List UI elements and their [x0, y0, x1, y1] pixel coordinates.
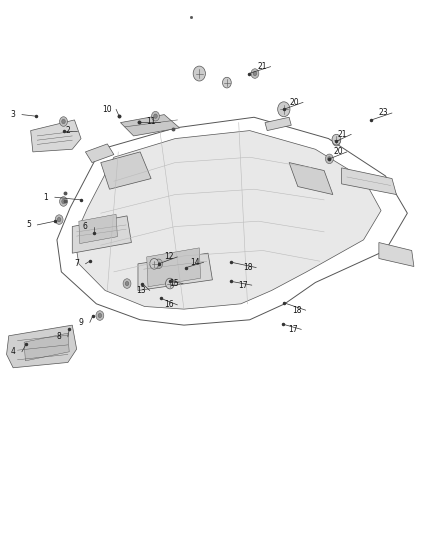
Polygon shape — [24, 333, 69, 361]
Text: 13: 13 — [136, 286, 146, 295]
Text: 17: 17 — [238, 281, 248, 289]
Text: 9: 9 — [78, 318, 84, 327]
Circle shape — [157, 262, 160, 266]
Circle shape — [96, 311, 104, 320]
Text: 8: 8 — [57, 333, 61, 341]
Polygon shape — [138, 253, 212, 290]
Polygon shape — [120, 115, 180, 136]
Circle shape — [123, 279, 131, 288]
Circle shape — [57, 217, 61, 222]
Circle shape — [125, 281, 129, 286]
Polygon shape — [147, 248, 201, 287]
Text: 18: 18 — [292, 306, 302, 314]
Circle shape — [154, 114, 157, 118]
Text: 21: 21 — [338, 130, 347, 139]
Text: 6: 6 — [83, 222, 88, 231]
Circle shape — [325, 154, 333, 164]
Circle shape — [55, 215, 63, 224]
Polygon shape — [85, 144, 114, 163]
Text: 5: 5 — [26, 221, 31, 229]
Polygon shape — [289, 163, 333, 195]
Circle shape — [155, 259, 162, 269]
Text: 14: 14 — [190, 258, 200, 266]
Circle shape — [253, 71, 257, 76]
Text: 20: 20 — [333, 148, 343, 156]
Circle shape — [62, 199, 65, 204]
Circle shape — [193, 66, 205, 81]
Polygon shape — [72, 216, 131, 253]
Text: 4: 4 — [11, 348, 16, 356]
Polygon shape — [79, 214, 117, 244]
Polygon shape — [74, 131, 381, 309]
Text: 17: 17 — [288, 325, 297, 334]
Text: 16: 16 — [164, 301, 173, 309]
Text: 21: 21 — [257, 62, 267, 71]
Text: 18: 18 — [243, 263, 252, 272]
Circle shape — [223, 77, 231, 88]
Circle shape — [278, 102, 290, 117]
Circle shape — [335, 139, 338, 143]
Text: 1: 1 — [44, 193, 48, 201]
Circle shape — [166, 278, 174, 289]
Circle shape — [332, 136, 340, 146]
Polygon shape — [31, 120, 81, 152]
Text: 20: 20 — [290, 98, 299, 107]
Polygon shape — [342, 168, 396, 195]
Circle shape — [328, 157, 331, 161]
Text: 23: 23 — [378, 109, 388, 117]
Circle shape — [62, 119, 65, 124]
Polygon shape — [265, 117, 291, 131]
Polygon shape — [7, 325, 77, 368]
Text: 15: 15 — [170, 279, 179, 288]
Circle shape — [98, 313, 102, 318]
Circle shape — [280, 104, 288, 114]
Circle shape — [251, 69, 259, 78]
Text: 7: 7 — [74, 260, 79, 268]
Text: 10: 10 — [102, 105, 112, 114]
Circle shape — [60, 117, 67, 126]
Circle shape — [282, 107, 286, 111]
Circle shape — [150, 259, 159, 269]
Text: 2: 2 — [66, 126, 70, 135]
Text: 11: 11 — [146, 117, 156, 126]
Circle shape — [60, 197, 67, 206]
Text: 12: 12 — [164, 253, 173, 261]
Polygon shape — [101, 152, 151, 189]
Circle shape — [332, 134, 341, 145]
Circle shape — [152, 111, 159, 121]
Polygon shape — [379, 243, 414, 266]
Text: 3: 3 — [11, 110, 16, 119]
